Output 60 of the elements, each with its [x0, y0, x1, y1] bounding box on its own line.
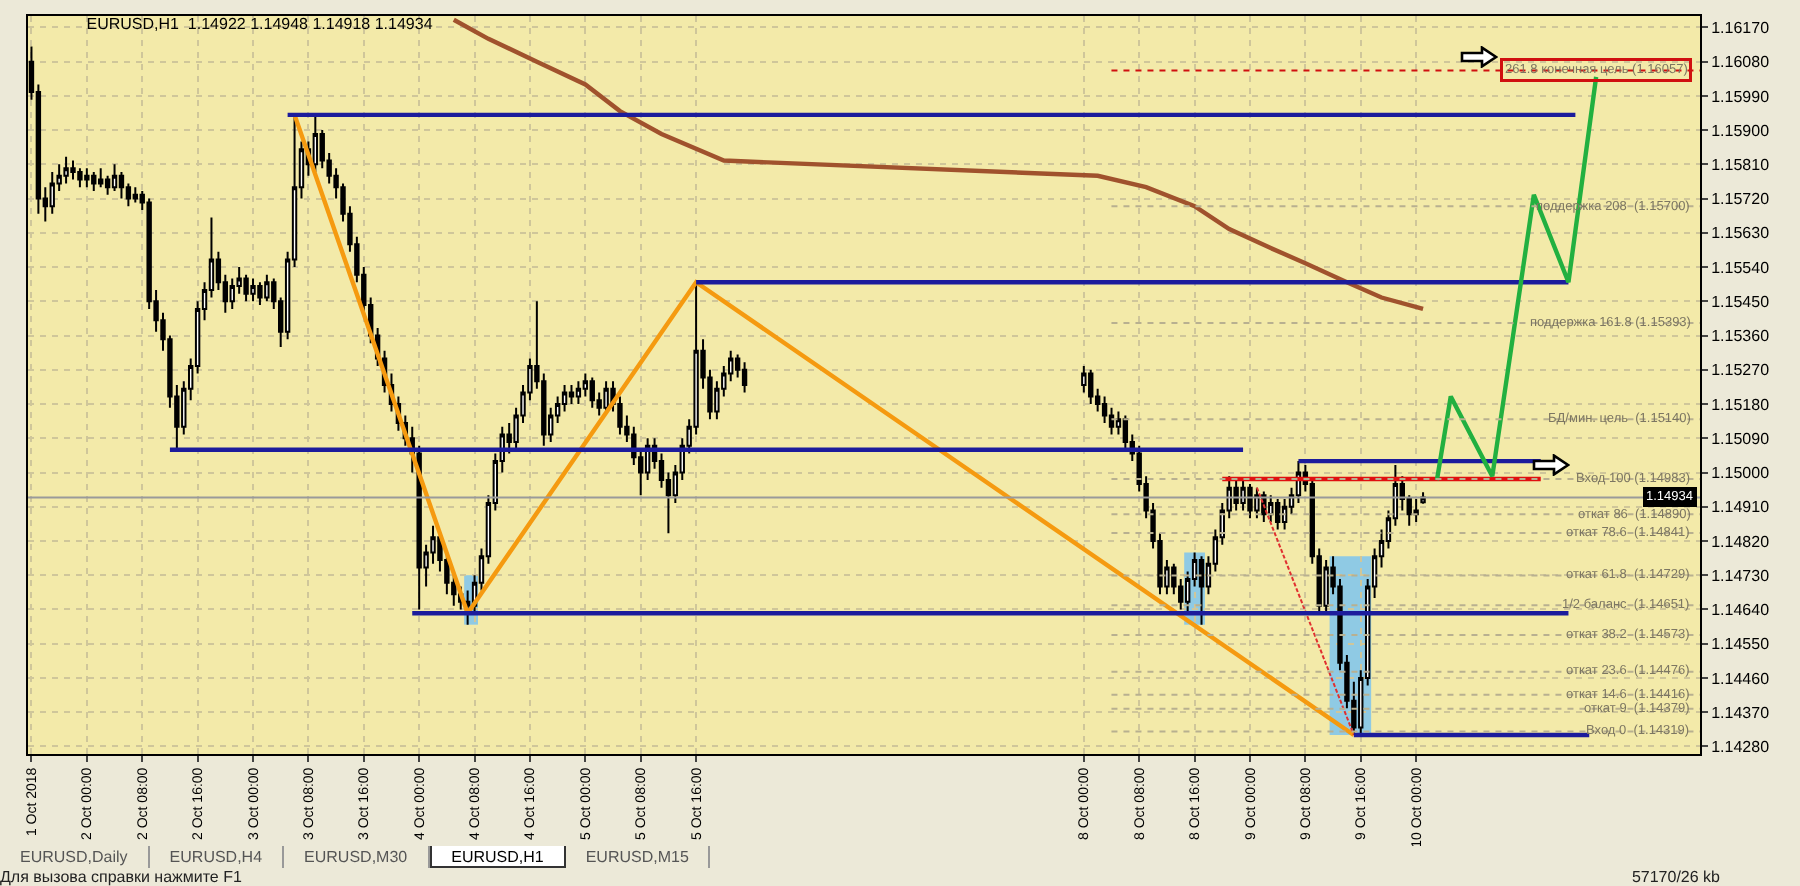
- y-tick-label: 1.15540: [1711, 258, 1771, 277]
- candlestick: [312, 113, 319, 173]
- candlestick: [91, 170, 97, 192]
- text: EURUSD,M15: [565, 846, 711, 868]
- y-tick-label: 1.15000: [1711, 464, 1771, 483]
- y-tick-label: 1.16080: [1711, 53, 1771, 72]
- candlestick: [257, 281, 263, 307]
- candlestick: [111, 163, 118, 192]
- y-tick-label: 1.15630: [1711, 224, 1771, 243]
- y-tick-label: 1.16170: [1711, 19, 1771, 38]
- candlestick: [1274, 498, 1281, 531]
- y-tick-label: 1.15180: [1711, 395, 1771, 414]
- chart-title: EURUSD,H1 1.14922 1.14948 1.14918 1.14934: [86, 15, 434, 34]
- candlestick: [63, 155, 69, 185]
- candlestick: [568, 384, 575, 406]
- text: 57170/26 kb: [1631, 868, 1720, 886]
- candlestick: [1233, 479, 1239, 512]
- text: EURUSD,Daily: [0, 846, 150, 868]
- line-series: [292, 112, 1357, 738]
- candlestick: [77, 167, 83, 189]
- y-tick-label: 1.15810: [1711, 155, 1771, 174]
- y-tick-label: 1.15900: [1711, 121, 1771, 140]
- y-tick-label: 1.14640: [1711, 601, 1771, 620]
- y-tick-label: 1.14730: [1711, 566, 1771, 585]
- y-tick-label: 1.14550: [1711, 635, 1771, 654]
- y-tick-label: 1.15450: [1711, 292, 1771, 311]
- candlestick: [118, 170, 125, 200]
- text: Для вызова справки нажмите F1: [0, 868, 242, 886]
- y-tick-label: 1.15270: [1711, 361, 1771, 380]
- candlestick: [98, 167, 104, 189]
- y-tick-label: 1.15090: [1711, 429, 1771, 448]
- y-tick-label: 1.15720: [1711, 190, 1771, 209]
- y-tick-label: 1.14460: [1711, 669, 1771, 688]
- candlestick: [1254, 486, 1260, 520]
- y-tick-label: 1.14280: [1711, 738, 1771, 756]
- candlestick: [264, 273, 270, 303]
- y-tick-label: 1.15990: [1711, 87, 1771, 106]
- text: EURUSD,H4: [149, 846, 285, 868]
- y-tick-label: 1.14820: [1711, 532, 1771, 551]
- candlestick: [70, 159, 76, 181]
- y-tick-label: 1.15360: [1711, 327, 1771, 346]
- candlestick: [243, 273, 249, 303]
- y-tick-label: 1.14370: [1711, 703, 1771, 722]
- candlestick: [49, 170, 55, 215]
- candlestick: [1413, 498, 1419, 523]
- candlestick: [575, 380, 582, 406]
- candlestick: [250, 277, 256, 303]
- candlestick: [1240, 479, 1246, 512]
- candlestick: [132, 186, 138, 204]
- line-series: [451, 17, 1426, 312]
- y-tick-label: 1.14910: [1711, 498, 1771, 517]
- candlestick: [1198, 555, 1205, 626]
- candlestick: [1268, 494, 1274, 523]
- candlestick: [84, 167, 90, 189]
- candlestick: [603, 380, 609, 413]
- candlestick: [1088, 368, 1094, 406]
- candlestick: [589, 376, 595, 409]
- candlestick: [741, 361, 748, 394]
- text: EURUSD,M30: [284, 846, 430, 868]
- candlestick: [1247, 482, 1253, 520]
